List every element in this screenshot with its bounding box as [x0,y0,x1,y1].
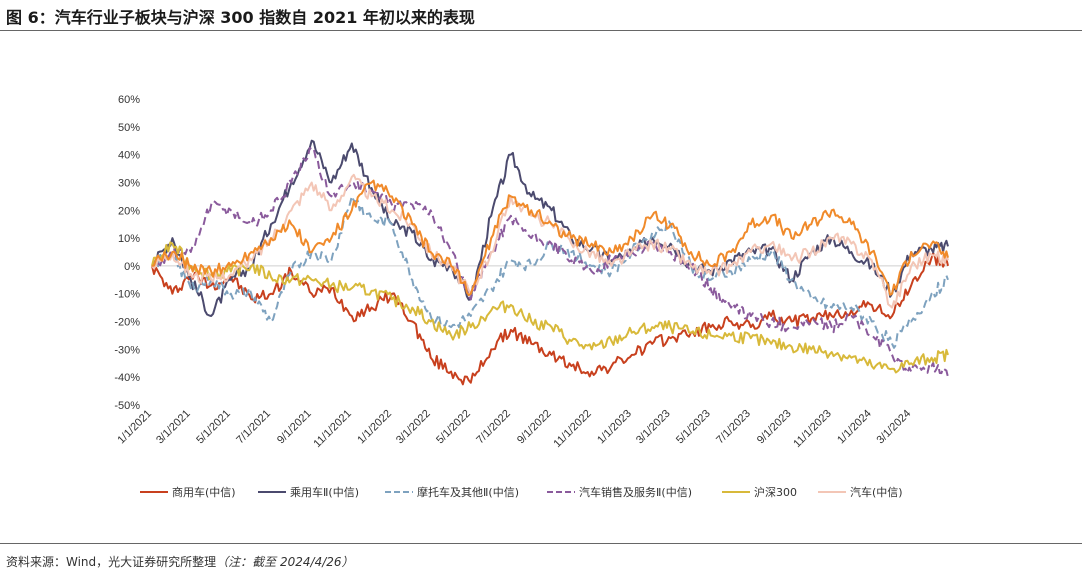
legend-label: 乘用车Ⅱ(中信) [290,485,359,499]
x-tick-label: 3/1/2021 [154,408,193,447]
legend-label: 摩托车及其他Ⅱ(中信) [417,485,519,499]
x-tick-label: 9/1/2023 [755,408,794,447]
y-tick-label: 50% [118,122,140,134]
y-tick-label: -50% [114,400,140,412]
y-tick-label: 0% [124,261,140,273]
y-axis-ticks: 60% 50% 40% 30% 20% 10% 0% -10% -20% -30% -40% -50% [114,94,140,412]
legend-label: 汽车(中信) [850,485,903,499]
source-note: （注：截至 2024/4/26） [216,555,354,569]
y-tick-label: 40% [118,150,140,162]
series-line [151,179,949,297]
performance-line-chart: 60% 50% 40% 30% 20% 10% 0% -10% -20% -30% -40% -50%… [114,94,949,499]
series-line [151,252,949,386]
y-tick-label: 30% [118,177,140,189]
legend-label: 沪深300 [754,485,797,499]
legend: 商用车(中信) 乘用车Ⅱ(中信) 摩托车及其他Ⅱ(中信) 汽车销售及服务Ⅱ(中信) 沪深… [140,485,903,499]
series-lines [151,139,949,386]
y-tick-label: 20% [118,205,140,217]
y-tick-label: 60% [118,94,140,106]
x-tick-label: 3/1/2024 [875,408,914,447]
x-tick-label: 7/1/2023 [714,408,753,447]
x-tick-label: 1/1/2023 [595,408,634,447]
series-line [151,241,949,374]
x-tick-label: 9/1/2021 [275,408,314,447]
x-tick-label: 11/1/2022 [551,408,594,451]
x-tick-label: 5/1/2021 [194,408,233,447]
x-tick-label: 1/1/2021 [115,408,154,447]
bottom-rule [0,543,1082,544]
x-tick-label: 11/1/2021 [311,408,354,451]
x-tick-label: 5/1/2022 [434,408,473,447]
y-tick-label: -40% [114,372,140,384]
y-tick-label: -20% [114,317,140,329]
x-tick-label: 11/1/2023 [791,408,834,451]
x-tick-label: 7/1/2022 [474,408,513,447]
source-line: 资料来源：Wind，光大证券研究所整理（注：截至 2024/4/26） [6,553,354,570]
series-line [151,139,949,317]
x-tick-label: 9/1/2022 [515,408,554,447]
x-tick-label: 5/1/2023 [674,408,713,447]
y-tick-label: -10% [114,289,140,301]
source-text: 资料来源：Wind，光大证券研究所整理 [6,555,217,569]
x-tick-label: 3/1/2023 [634,408,673,447]
y-tick-label: 10% [118,233,140,245]
legend-label: 商用车(中信) [172,485,236,499]
x-tick-label: 7/1/2021 [234,408,273,447]
x-tick-label: 3/1/2022 [394,408,433,447]
y-tick-label: -30% [114,344,140,356]
x-tick-label: 1/1/2024 [835,408,874,447]
figure-title: 图 6：汽车行业子板块与沪深 300 指数自 2021 年初以来的表现 [6,8,475,27]
series-line [151,147,949,378]
top-rule [0,30,1082,31]
legend-label: 汽车销售及服务Ⅱ(中信) [579,485,692,499]
x-tick-label: 1/1/2022 [355,408,394,447]
x-axis-ticks: 1/1/2021 3/1/2021 5/1/2021 7/1/2021 9/1/2021… [115,408,913,451]
